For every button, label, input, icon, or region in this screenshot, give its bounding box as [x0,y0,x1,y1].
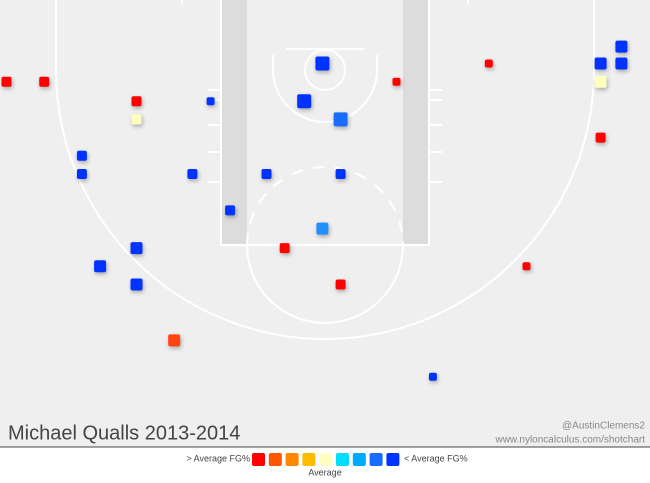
shot [484,59,493,68]
shot [39,76,50,87]
shot [595,132,606,143]
shot [76,150,87,161]
legend-swatch [352,453,366,466]
shot [615,40,628,53]
shot [187,169,198,179]
shot [335,169,346,179]
legend [252,453,400,466]
shot [1,76,12,87]
shot [335,279,346,290]
shot [522,262,531,271]
shots [1,40,628,381]
legend-mid: Average [308,467,341,477]
shot [131,114,142,125]
shot [315,56,330,71]
shot [131,96,142,107]
legend-swatch [336,453,349,466]
shot [279,243,290,254]
source: www.nyloncalculus.com/shotchart [494,435,645,446]
legend-swatch [386,453,400,466]
shot [316,222,329,235]
shot [130,242,143,255]
legend-swatch [319,453,333,466]
legend-swatch [302,453,316,466]
shot [392,77,401,86]
shot [130,278,143,291]
shot [615,57,628,70]
shot [76,169,87,179]
shot [261,169,272,179]
shot [428,372,437,381]
shot [94,260,107,273]
shot [594,75,607,88]
legend-high: > Average FG% [186,453,250,463]
shot [594,57,607,70]
shot [225,205,236,216]
shot [297,94,312,109]
credit: @AustinClemens2 [562,421,645,432]
shot [168,334,181,347]
legend-low: < Average FG% [404,453,468,463]
court-lines [55,0,595,340]
shot [333,112,348,127]
legend-swatch [252,453,265,466]
legend-swatch [369,453,383,466]
legend-swatch [268,453,282,466]
shot [206,97,215,106]
legend-swatch [285,453,299,466]
chart-title: Michael Qualls 2013-2014 [8,422,240,444]
